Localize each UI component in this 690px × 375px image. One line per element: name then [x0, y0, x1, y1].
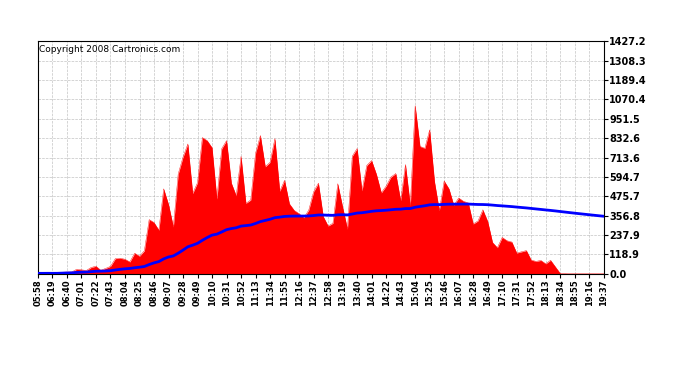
Text: East Array Actual Power (red) & Running Average Power (blue) (Watts)  Mon Apr 28: East Array Actual Power (red) & Running …	[3, 12, 554, 22]
Text: Copyright 2008 Cartronics.com: Copyright 2008 Cartronics.com	[39, 45, 180, 54]
